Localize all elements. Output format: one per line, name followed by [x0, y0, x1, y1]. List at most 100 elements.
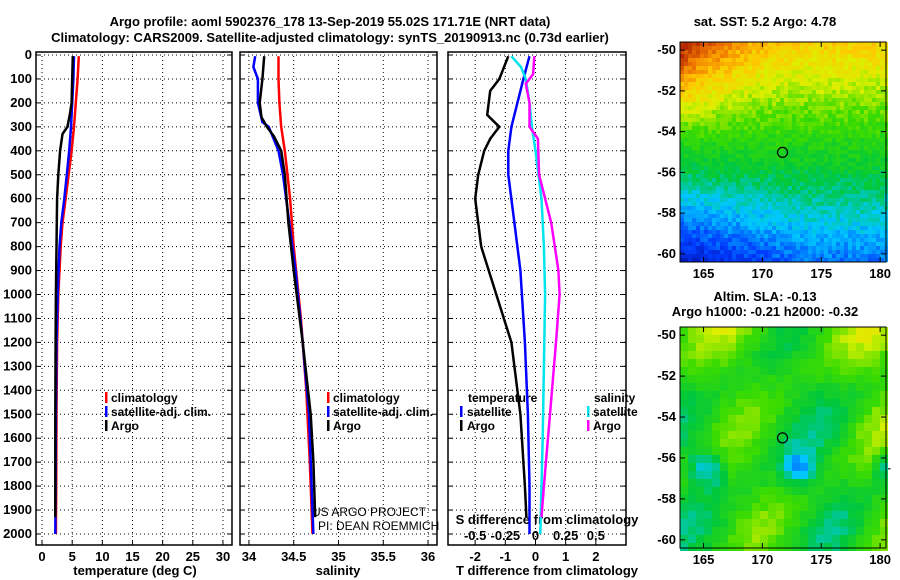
- map-cell: [732, 182, 736, 186]
- map-cell: [724, 86, 728, 90]
- map-cell: [728, 415, 736, 423]
- map-cell: [756, 146, 760, 150]
- map-cell: [704, 214, 708, 218]
- map-cell: [832, 46, 836, 50]
- map-cell: [736, 230, 740, 234]
- map-cell: [876, 158, 880, 162]
- map-cell: [852, 258, 856, 262]
- map-cell: [756, 234, 760, 238]
- map-cell: [704, 431, 712, 439]
- map-cell: [792, 174, 796, 178]
- map-cell: [868, 142, 872, 146]
- map-cell: [728, 66, 732, 70]
- map-cell: [832, 150, 836, 154]
- map-cell: [748, 122, 752, 126]
- map-cell: [828, 198, 832, 202]
- map-cell: [836, 178, 840, 182]
- map-cell: [716, 162, 720, 166]
- map-cell: [752, 78, 756, 82]
- map-cell: [812, 138, 816, 142]
- map-cell: [728, 218, 732, 222]
- map-cell: [856, 194, 860, 198]
- map-cell: [840, 519, 848, 527]
- map-cell: [700, 102, 704, 106]
- map-cell: [772, 226, 776, 230]
- map-cell: [704, 447, 712, 455]
- map-cell: [748, 74, 752, 78]
- map-cell: [744, 351, 752, 359]
- map-cell: [780, 170, 784, 174]
- map-cell: [880, 146, 884, 150]
- map-cell: [792, 455, 800, 463]
- map-cell: [696, 62, 700, 66]
- map-cell: [744, 182, 748, 186]
- map-cell: [796, 70, 800, 74]
- map-cell: [844, 218, 848, 222]
- map-cell: [872, 479, 880, 487]
- map-cell: [840, 254, 844, 258]
- map-cell: [688, 182, 692, 186]
- map-cell: [880, 98, 884, 102]
- map-cell: [876, 214, 880, 218]
- map-cell: [780, 142, 784, 146]
- map-cell: [800, 162, 804, 166]
- map-cell: [772, 42, 776, 46]
- map-cell: [852, 102, 856, 106]
- map-cell: [708, 70, 712, 74]
- map-cell: [872, 98, 876, 102]
- map-cell: [784, 70, 788, 74]
- map-cell: [756, 138, 760, 142]
- map-cell: [700, 202, 704, 206]
- map-cell: [740, 154, 744, 158]
- map-cell: [872, 142, 876, 146]
- map-cell: [760, 495, 768, 503]
- map-cell: [752, 242, 756, 246]
- map-cell: [760, 246, 764, 250]
- map-cell: [728, 198, 732, 202]
- map-cell: [848, 383, 856, 391]
- map-cell: [832, 170, 836, 174]
- map-cell: [752, 102, 756, 106]
- map-cell: [720, 471, 728, 479]
- map-cell: [824, 210, 828, 214]
- map-cell: [736, 479, 744, 487]
- map-cell: [828, 234, 832, 238]
- map-cell: [732, 154, 736, 158]
- legend-swatch-argo: [327, 420, 330, 431]
- map-cell: [864, 42, 868, 46]
- map-cell: [860, 42, 864, 46]
- map-cell: [680, 42, 684, 46]
- map-cell: [852, 250, 856, 254]
- map-cell: [820, 130, 824, 134]
- map-cell: [800, 42, 804, 46]
- map-cell: [836, 74, 840, 78]
- map-cell: [724, 58, 728, 62]
- map-cell: [740, 158, 744, 162]
- map-cell: [868, 46, 872, 50]
- map-cell: [688, 46, 692, 50]
- map-cell: [808, 351, 816, 359]
- map-cell: [780, 206, 784, 210]
- map-cell: [788, 190, 792, 194]
- map-cell: [712, 495, 720, 503]
- map-cell: [828, 138, 832, 142]
- map-cell: [864, 170, 868, 174]
- map-cell: [744, 130, 748, 134]
- map-cell: [772, 58, 776, 62]
- map-cell: [760, 218, 764, 222]
- map-cell: [740, 106, 744, 110]
- map-cell: [868, 222, 872, 226]
- map-cell: [736, 70, 740, 74]
- map-cell: [820, 174, 824, 178]
- map-cell: [836, 142, 840, 146]
- map-cell: [696, 142, 700, 146]
- map-cell: [756, 242, 760, 246]
- map-cell: [720, 50, 724, 54]
- map-cell: [712, 190, 716, 194]
- map-cell: [804, 222, 808, 226]
- map-cell: [880, 90, 884, 94]
- map-cell: [748, 114, 752, 118]
- map-cell: [824, 42, 828, 46]
- map-cell: [868, 58, 872, 62]
- map-cell: [876, 202, 880, 206]
